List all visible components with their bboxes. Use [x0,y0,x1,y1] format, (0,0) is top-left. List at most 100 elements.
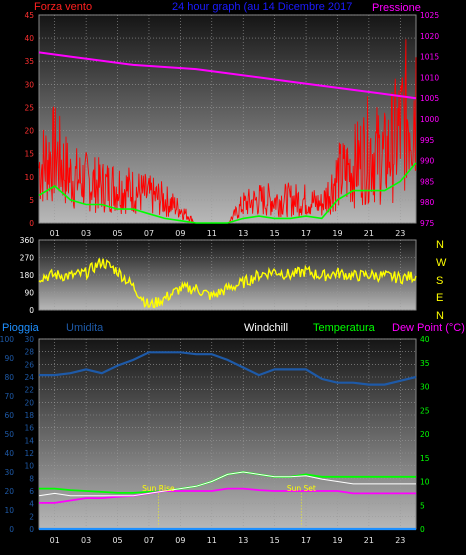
humidity-tick-label: 20 [4,487,14,496]
hour-tick-label: 23 [395,229,405,238]
wind-axis-title: Forza vento [34,1,92,13]
humidity-tick-label: 100 [0,335,14,344]
hour-tick-label: 07 [144,229,154,238]
rain-tick-label: 28 [24,348,34,357]
compass-w: W [436,257,447,269]
temp-x-axis: 01 03 05 07 09 11 13 15 17 19 21 23 [50,536,406,545]
rain-tick-label: 22 [24,386,34,395]
temperature-tick-label: 30 [420,383,430,392]
wind-pressure-series [38,39,417,224]
humidity-tick-label: 60 [4,411,14,420]
hour-tick-label: 17 [301,229,311,238]
hour-tick-label: 17 [301,536,311,545]
wind-direction-panel: 0 90 180 270 360 N W S E N [20,236,447,322]
rain-tick-label: 12 [24,449,34,458]
humidity-tick-label: 90 [4,354,14,363]
rain-tick-label: 18 [24,411,34,420]
wind-tick-label: 15 [24,150,34,159]
wind-tick-label: 0 [29,219,34,228]
hour-tick-label: 05 [112,536,122,545]
hour-tick-label: 19 [332,229,342,238]
temperature-tick-label: 0 [420,525,425,534]
compass-s: S [436,275,443,287]
hour-tick-label: 05 [112,229,122,238]
wind-tick-label: 20 [24,127,34,136]
avg-wind-line [38,162,417,224]
direction-tick-label: 360 [20,236,35,245]
rain-tick-label: 20 [24,398,34,407]
temperature-tick-label: 40 [420,335,430,344]
compass-n-bottom: N [436,310,444,322]
wind-tick-label: 5 [29,196,34,205]
rain-tick-label: 8 [29,474,34,483]
temperature-tick-label: 15 [420,454,430,463]
compass-n-top: N [436,239,444,251]
pressure-tick-label: 1010 [420,73,439,82]
compass-labels: N W S E N [436,239,447,322]
hour-tick-label: 21 [364,536,374,545]
humidity-tick-label: 70 [4,392,14,401]
rain-tick-label: 26 [24,360,34,369]
temperature-y-axis: 0 5 10 15 20 25 30 35 40 [420,335,430,534]
pressure-tick-label: 1025 [420,11,439,20]
wind-tick-label: 45 [24,11,34,20]
rain-tick-label: 2 [29,512,34,521]
pressure-tick-label: 985 [420,177,435,186]
dewpoint-legend: Dew Point (°C) [392,322,465,334]
hour-tick-label: 03 [81,229,91,238]
rain-axis-title: Pioggia [2,322,40,334]
humidity-tick-label: 80 [4,373,14,382]
humidity-line [39,351,417,386]
hour-tick-label: 15 [270,536,280,545]
wind-tick-label: 30 [24,80,34,89]
wind-tick-label: 40 [24,34,34,43]
pressure-y-axis: 975 980 985 990 995 1000 1005 1010 1015 1020 1025 [420,11,439,228]
pressure-tick-label: 980 [420,198,435,207]
direction-series [38,258,417,309]
hour-tick-label: 11 [207,229,217,238]
pressure-tick-label: 1005 [420,94,439,103]
hour-tick-label: 23 [395,536,405,545]
rain-tick-label: 30 [24,335,34,344]
direction-tick-label: 90 [24,289,34,298]
humidity-tick-label: 0 [9,525,14,534]
wind-direction-line [38,258,417,309]
windchill-legend: Windchill [244,322,288,334]
humidity-tick-label: 40 [4,449,14,458]
hour-tick-label: 11 [207,536,217,545]
hour-tick-label: 09 [175,229,185,238]
hour-tick-label: 13 [238,229,248,238]
pressure-tick-label: 975 [420,219,435,228]
temperature-tick-label: 20 [420,430,430,439]
hour-tick-label: 03 [81,536,91,545]
hour-tick-label: 13 [238,536,248,545]
pressure-tick-label: 1015 [420,53,439,62]
dewpoint-line [39,487,416,504]
rain-tick-label: 10 [24,462,34,471]
compass-e: E [436,292,443,304]
rain-tick-label: 24 [24,373,34,382]
wind-x-axis: 01 03 05 07 09 11 13 15 17 19 21 23 [50,229,406,238]
rain-tick-label: 16 [24,424,34,433]
hour-tick-label: 01 [50,536,60,545]
hour-tick-label: 21 [364,229,374,238]
rain-tick-label: 6 [29,487,34,496]
humidity-axis-title: Umidita [66,322,104,334]
pressure-tick-label: 990 [420,157,435,166]
humidity-tick-label: 30 [4,468,14,477]
temp-humidity-series [38,351,417,531]
pressure-axis-title: Pressione [372,2,421,14]
direction-tick-label: 270 [20,254,35,263]
windchill-line [38,471,416,497]
rain-tick-label: 4 [29,500,34,509]
pressure-tick-label: 1000 [420,115,439,124]
sun-markers: Sun Rise Sun Set [142,484,316,527]
hour-tick-label: 07 [144,536,154,545]
rain-tick-label: 0 [29,525,34,534]
direction-y-axis: 0 90 180 270 360 [20,236,35,315]
temperature-tick-label: 10 [420,478,430,487]
